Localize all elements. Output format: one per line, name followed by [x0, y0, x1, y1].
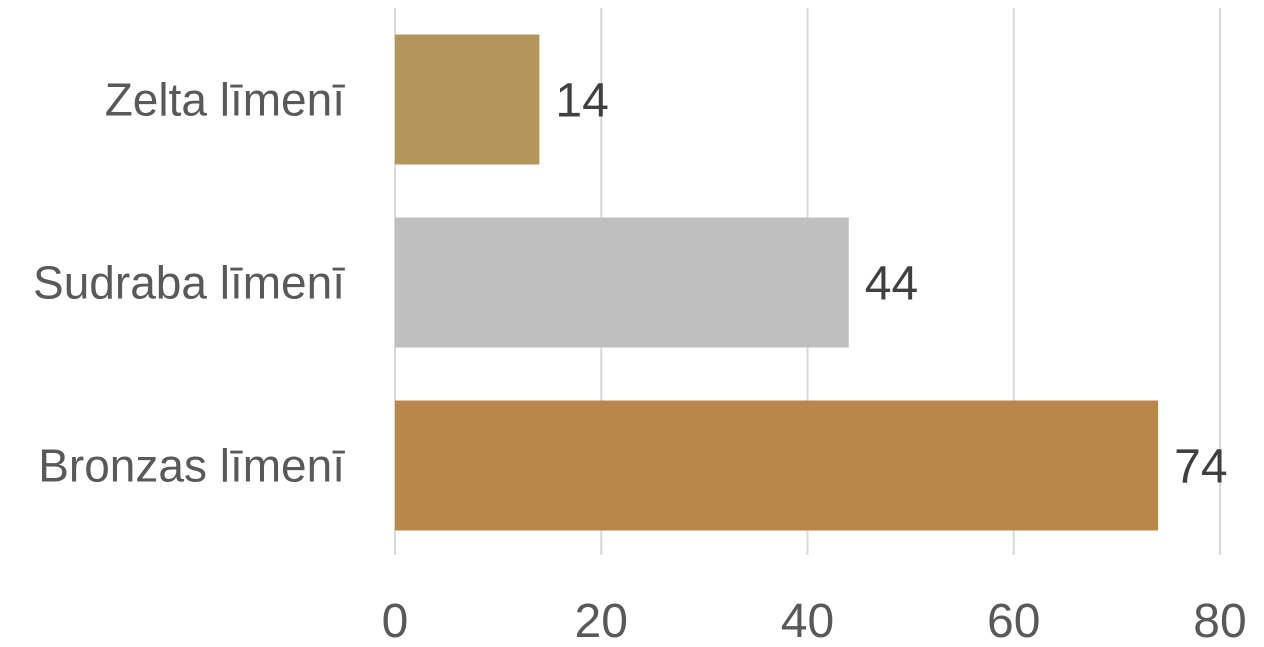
category-labels: Zelta līmenī Sudraba līmenī Bronzas līmenī: [33, 74, 345, 492]
data-label-2: 44: [865, 258, 918, 311]
x-axis-tick-labels: 0 20 40 60 80: [382, 595, 1247, 647]
category-label-1: Zelta līmenī: [105, 74, 346, 126]
bar-2: [395, 217, 849, 348]
x-tick-label-80: 80: [1193, 595, 1246, 647]
data-label-1: 14: [555, 75, 608, 128]
x-tick-label-40: 40: [781, 595, 834, 647]
category-label-3: Bronzas līmenī: [38, 440, 345, 492]
bars: [395, 34, 1159, 531]
category-label-2: Sudraba līmenī: [33, 257, 345, 309]
data-labels: 14 44 74: [555, 75, 1227, 494]
bar-3: [395, 400, 1159, 531]
data-label-3: 74: [1174, 441, 1227, 494]
x-tick-label-60: 60: [987, 595, 1040, 647]
x-tick-label-20: 20: [575, 595, 628, 647]
x-tick-label-0: 0: [382, 595, 409, 647]
bar-1: [395, 34, 540, 165]
